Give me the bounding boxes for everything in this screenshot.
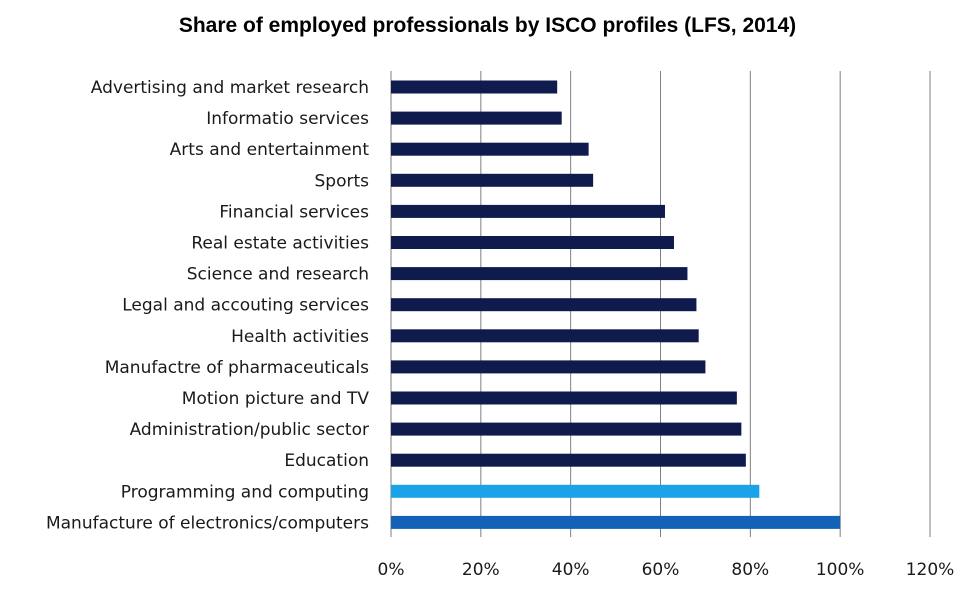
- bar: [391, 236, 674, 249]
- category-label: Science and research: [187, 265, 369, 285]
- x-tick-label: 20%: [462, 560, 500, 580]
- x-tick-label: 60%: [642, 560, 680, 580]
- bar: [391, 453, 746, 467]
- bar: [391, 111, 562, 125]
- category-label: Manufactre of pharmaceuticals: [105, 358, 369, 378]
- category-label: Programming and computing: [121, 482, 369, 502]
- bars: [391, 80, 841, 529]
- bar: [391, 173, 594, 187]
- category-label: Financial services: [219, 202, 369, 222]
- category-label: Arts and entertainment: [170, 140, 370, 160]
- bar: [391, 391, 737, 405]
- category-label: Education: [284, 451, 369, 471]
- x-tick-label: 0%: [378, 560, 405, 580]
- bar: [391, 422, 742, 436]
- bar: [391, 267, 688, 281]
- x-tick-label: 80%: [731, 560, 769, 580]
- x-tick-label: 100%: [816, 560, 865, 580]
- category-label: Health activities: [231, 327, 369, 347]
- category-label: Manufacture of electronics/computers: [46, 513, 369, 533]
- category-label: Motion picture and TV: [182, 389, 370, 409]
- category-label: Legal and accouting services: [122, 296, 369, 316]
- category-label: Informatio services: [206, 109, 369, 129]
- x-tick-label: 120%: [906, 560, 955, 580]
- bar: [391, 80, 558, 94]
- bar: [391, 360, 706, 374]
- bar: [391, 142, 589, 156]
- category-label: Real estate activities: [191, 234, 369, 254]
- bar: [391, 329, 699, 343]
- bar: [391, 515, 841, 529]
- bar: [391, 484, 760, 498]
- category-labels: Advertising and market research Informati…: [46, 78, 369, 533]
- x-tick-label: 40%: [552, 560, 590, 580]
- chart-title: Share of employed professionals by ISCO …: [178, 14, 797, 37]
- category-label: Advertising and market research: [91, 78, 369, 98]
- x-tick-labels: 0% 20% 40% 60% 80% 100% 120%: [378, 560, 955, 580]
- bar: [391, 204, 665, 218]
- category-label: Sports: [315, 171, 370, 191]
- category-label: Administration/public sector: [130, 420, 369, 440]
- bar: [391, 298, 697, 312]
